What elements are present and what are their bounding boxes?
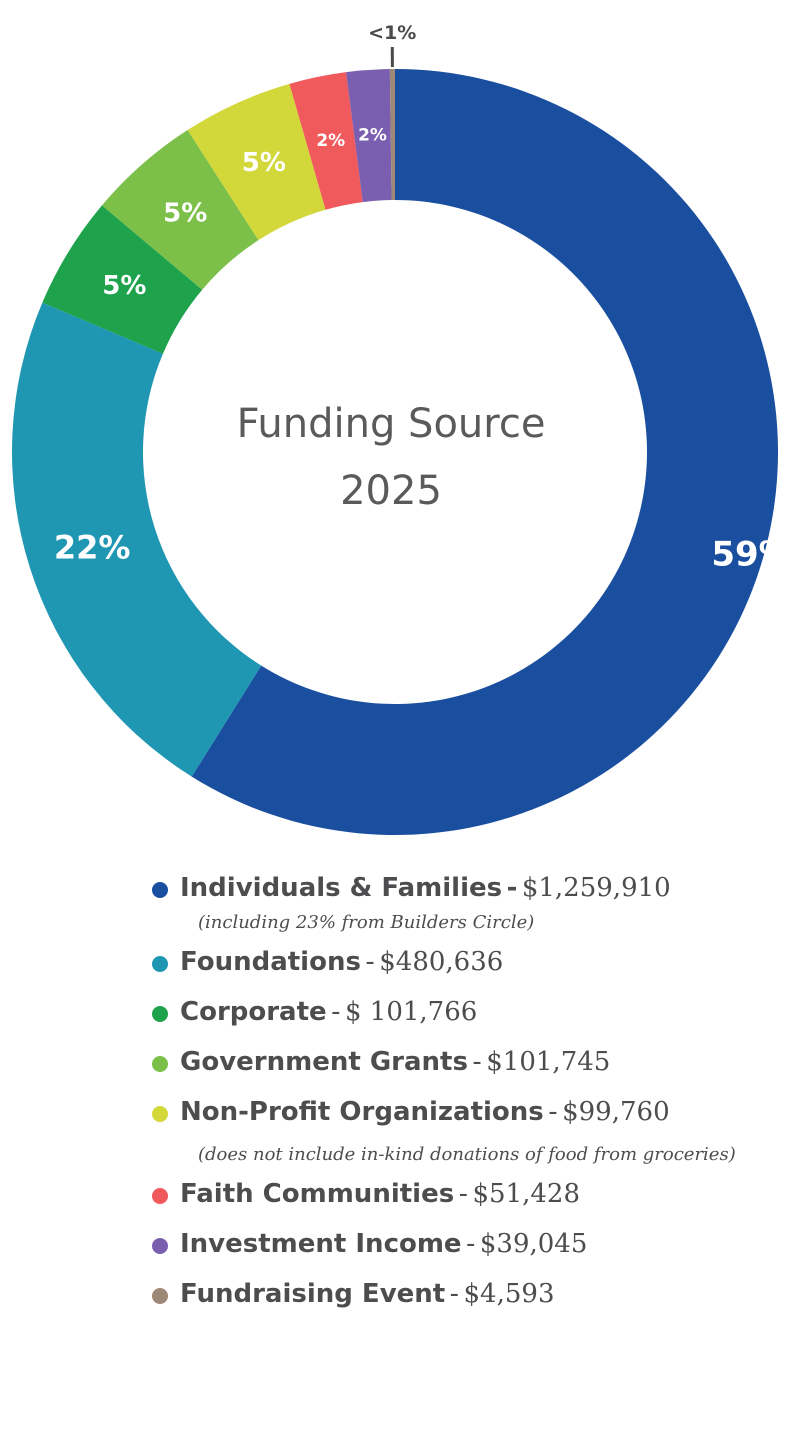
legend-item-government-grants: Government Grants - $101,745 [148,1042,788,1086]
legend-amount: $ 101,766 [344,997,478,1027]
legend-dot-individuals-families [152,882,168,898]
chart-title: Funding Source [237,401,546,447]
legend-amount: $99,760 [562,1097,670,1127]
slice-label-fundraising-event: <1% [368,22,416,44]
legend-name: Foundations [180,947,361,977]
donut-chart: 59% 22% 5% 5% 5% 2% 2% <1% Funding Source 2025 [11,22,793,836]
legend-amount: $4,593 [463,1279,555,1309]
legend-dot-non-profit-organizations [152,1106,168,1122]
slice-corporate [42,205,203,354]
legend-item-non-profit-organizations: Non-Profit Organizations - $99,760 (does… [148,1092,788,1168]
legend-name: Government Grants [180,1047,468,1077]
legend-name: Investment Income [180,1229,462,1259]
legend-item-individuals-families: Individuals & Families - $1,259,910 (inc… [148,868,788,936]
legend-separator: - [506,873,518,903]
legend-separator: - [472,1047,482,1077]
legend-separator: - [548,1097,558,1127]
legend-item-corporate: Corporate - $ 101,766 [148,992,788,1036]
legend-dot-investment-income [152,1238,168,1254]
legend-amount: $39,045 [479,1229,588,1259]
legend-note-builders-circle: (including 23% from Builders Circle) [198,912,535,933]
legend-item-investment-income: Investment Income - $39,045 [148,1224,788,1268]
slice-individuals-families [191,69,778,836]
legend-separator: - [331,997,341,1027]
slice-label-investment-income: 2% [358,125,387,145]
legend-dot-fundraising-event [152,1288,168,1304]
legend-note-in-kind-donations: (does not include in-kind donations of f… [198,1144,736,1165]
slice-foundations [11,302,262,777]
slice-label-faith-communities: 2% [316,131,345,151]
slice-investment-income [346,69,392,203]
chart-subtitle: 2025 [340,468,442,514]
slice-label-foundations: 22% [54,528,131,566]
legend-separator: - [466,1229,476,1259]
legend-name: Non-Profit Organizations [180,1097,544,1127]
legend-item-fundraising-event: Fundraising Event - $4,593 [148,1274,788,1318]
legend-name: Fundraising Event [180,1279,446,1309]
legend-amount: $51,428 [472,1179,581,1209]
slices-group [11,69,778,836]
labels-group: 59% 22% 5% 5% 5% 2% 2% <1% [54,22,793,575]
slice-label-government-grants: 5% [163,199,207,229]
legend-amount: $480,636 [379,947,504,977]
legend-separator: - [365,947,375,977]
legend-name: Corporate [180,997,327,1027]
donut-chart-svg: 59% 22% 5% 5% 5% 2% 2% <1% Funding Source 2025 [11,22,793,836]
legend-item-faith-communities: Faith Communities - $51,428 [148,1174,788,1218]
slice-non-profit-organizations [187,83,326,241]
legend-amount: $101,745 [486,1047,611,1077]
legend-amount: $1,259,910 [521,873,671,903]
slice-label-corporate: 5% [102,271,146,301]
legend-name: Faith Communities [180,1179,455,1209]
slice-label-individuals-families: 59% [711,535,792,575]
legend-separator: - [449,1279,460,1309]
slice-label-non-profit-organizations: 5% [242,148,286,178]
slice-fundraising-event [389,69,395,201]
legend-dot-foundations [152,956,168,972]
legend-item-foundations: Foundations - $480,636 [148,942,788,986]
legend-name: Individuals & Families [180,873,503,903]
slice-faith-communities [289,72,363,210]
legend: Individuals & Families - $1,259,910 (inc… [148,868,788,1324]
slice-government-grants [101,130,259,290]
legend-dot-government-grants [152,1056,168,1072]
legend-separator: - [458,1179,469,1209]
legend-dot-faith-communities [152,1188,168,1204]
legend-dot-corporate [152,1006,168,1022]
